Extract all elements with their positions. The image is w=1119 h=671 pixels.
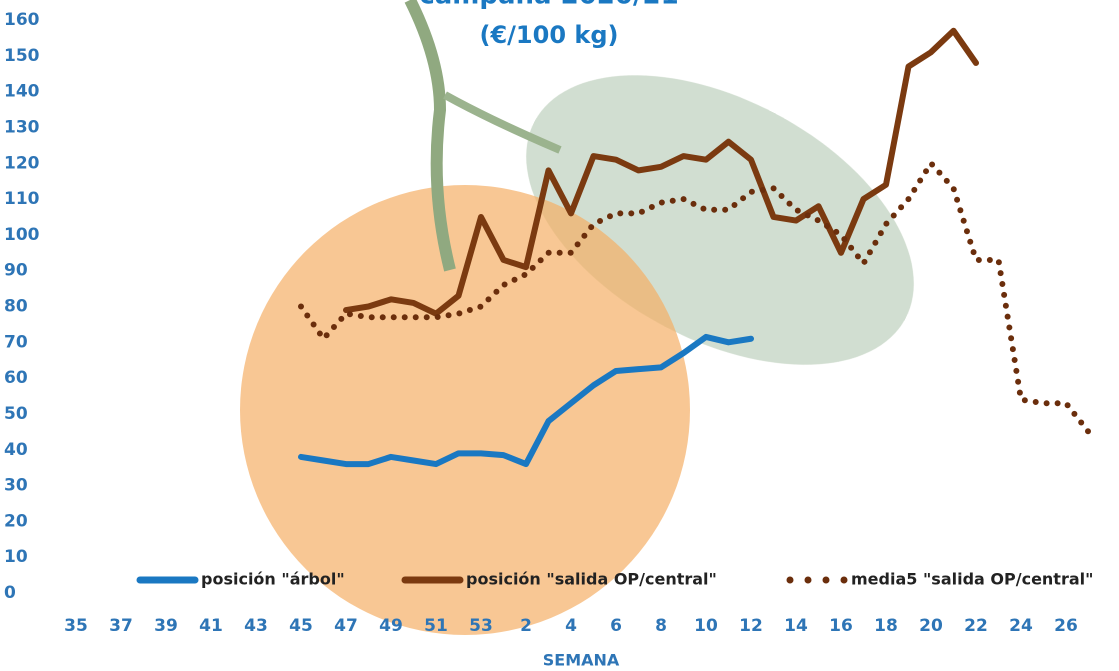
chart-title: campaña 2020/21 [419, 0, 678, 11]
series-line [298, 333, 754, 468]
x-tick-label: 22 [964, 616, 988, 636]
x-tick-label: 4 [565, 616, 577, 636]
x-tick-label: 2 [520, 616, 532, 636]
stem [404, 0, 456, 272]
y-tick-label: 30 [4, 476, 28, 496]
x-tick-label: 12 [739, 616, 763, 636]
x-tick-label: 39 [154, 616, 178, 636]
background-image [240, 0, 914, 635]
x-tick-label: 41 [199, 616, 223, 636]
y-tick-label: 20 [4, 511, 28, 531]
orange [240, 185, 690, 635]
x-tick-label: 53 [469, 616, 493, 636]
y-tick-label: 150 [4, 46, 40, 66]
x-tick-label: 51 [424, 616, 448, 636]
y-tick-label: 10 [4, 547, 28, 567]
y-tick-label: 120 [4, 153, 40, 173]
x-tick-label: 24 [1009, 616, 1033, 636]
x-tick-label: 18 [874, 616, 898, 636]
x-tick-label: 47 [334, 616, 358, 636]
y-tick-label: 60 [4, 368, 28, 388]
y-tick-label: 70 [4, 332, 28, 352]
series-line [298, 160, 1092, 435]
x-tick-label: 6 [610, 616, 622, 636]
x-tick-label: 37 [109, 616, 133, 636]
x-tick-label: 49 [379, 616, 403, 636]
y-tick-label: 80 [4, 297, 28, 317]
legend-label: posición "salida OP/central" [466, 570, 717, 589]
y-tick-label: 110 [4, 189, 40, 209]
y-tick-label: 50 [4, 404, 28, 424]
series-line [343, 27, 979, 317]
twig [443, 91, 562, 154]
x-tick-label: 43 [244, 616, 268, 636]
x-axis-label: SEMANA [543, 651, 620, 670]
x-tick-label: 8 [655, 616, 667, 636]
x-tick-label: 16 [829, 616, 853, 636]
x-tick-label: 45 [289, 616, 313, 636]
y-tick-label: 90 [4, 261, 28, 281]
x-tick-label: 26 [1054, 616, 1078, 636]
y-tick-label: 40 [4, 440, 28, 460]
y-tick-label: 0 [4, 583, 16, 603]
x-tick-label: 10 [694, 616, 718, 636]
y-tick-label: 140 [4, 82, 40, 102]
legend-label: posición "árbol" [201, 570, 345, 589]
y-tick-label: 130 [4, 117, 40, 137]
y-tick-label: 160 [4, 10, 40, 30]
legend-label: media5 "salida OP/central" [851, 570, 1093, 589]
x-tick-label: 35 [64, 616, 88, 636]
x-tick-label: 14 [784, 616, 808, 636]
x-tick-label: 20 [919, 616, 943, 636]
y-tick-label: 100 [4, 225, 40, 245]
chart-subtitle: (€/100 kg) [480, 21, 619, 49]
